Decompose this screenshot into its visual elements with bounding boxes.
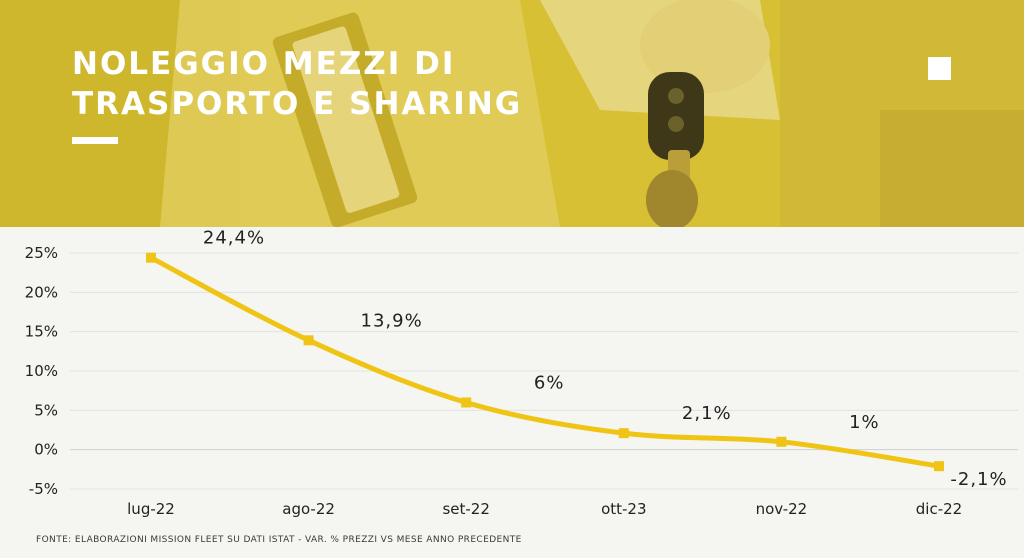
data-label: 6% [534, 372, 565, 393]
data-label: 1% [849, 412, 880, 433]
source-note: FONTE: ELABORAZIONI MISSION FLEET SU DAT… [36, 535, 522, 545]
y-tick-label: 5% [34, 401, 58, 419]
x-tick-label: lug-22 [127, 500, 175, 518]
data-label: 2,1% [682, 403, 732, 424]
data-label: 24,4% [203, 228, 265, 249]
price-change-line-chart: 25% 20% 15% 10% 5% 0% -5% lug-22 ago-22 set-22 ott… [25, 228, 1018, 518]
header-banner: NOLEGGIO MEZZI DI TRASPORTO E SHARING [0, 0, 1024, 227]
y-tick-label: 25% [25, 244, 58, 262]
y-tick-label: 0% [34, 441, 58, 459]
x-tick-label: nov-22 [756, 500, 808, 518]
x-tick-label: ago-22 [282, 500, 335, 518]
x-tick-label: ott-23 [601, 500, 646, 518]
y-tick-label: -5% [29, 480, 58, 498]
data-point [776, 436, 787, 447]
data-point [146, 252, 156, 263]
data-label: -2,1% [950, 469, 1007, 490]
y-tick-label: 15% [25, 323, 58, 341]
series-line [148, 255, 942, 469]
data-point [934, 461, 944, 472]
decorative-square [928, 57, 951, 80]
y-tick-label: 20% [25, 283, 58, 301]
y-tick-label: 10% [25, 362, 58, 380]
data-point [461, 397, 472, 408]
x-tick-label: set-22 [442, 500, 489, 518]
data-point [618, 428, 629, 439]
page-title: NOLEGGIO MEZZI DI TRASPORTO E SHARING [72, 44, 592, 124]
car-keys-photo [0, 0, 1024, 227]
data-label: 13,9% [361, 310, 423, 331]
title-line-1: NOLEGGIO MEZZI DI [72, 46, 456, 82]
title-underline [72, 137, 118, 144]
x-tick-label: dic-22 [916, 500, 962, 518]
title-line-2: TRASPORTO E SHARING [72, 86, 523, 122]
data-point [303, 335, 314, 346]
